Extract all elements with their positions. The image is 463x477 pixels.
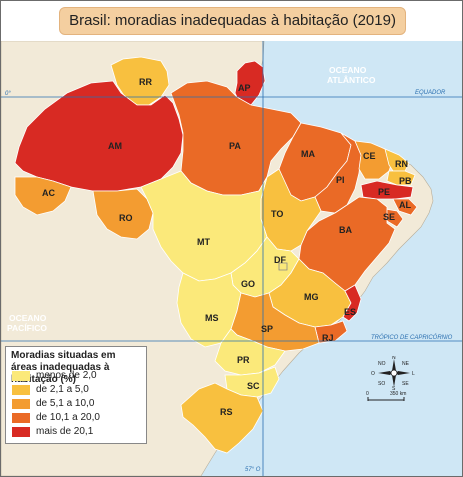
legend-swatch [12,371,30,381]
legend-label: mais de 20,1 [36,426,94,437]
label-mg: MG [304,292,319,302]
svg-text:S: S [392,386,396,390]
pacific-label-1: OCEANO [9,313,47,323]
scale-end: 350 km [390,391,406,397]
legend-label: de 2,1 a 5,0 [36,384,89,395]
title-banner: Brasil: moradias inadequadas à habitação… [59,7,406,35]
label-pb: PB [399,176,412,186]
state-al [392,198,418,216]
map-title: Brasil: moradias inadequadas à habitação… [69,12,396,29]
state-es [342,284,362,322]
svg-text:O: O [371,371,375,377]
legend-swatch [12,399,30,409]
pacific-label-2: PACÍFICO [7,323,47,333]
legend: Moradias situadas em áreas inadequadas à… [5,346,147,444]
svg-text:L: L [412,371,415,377]
legend-swatch [12,385,30,395]
atlantic-label-1: OCEANO [329,65,367,75]
label-pr: PR [237,355,250,365]
label-ap: AP [238,83,251,93]
state-rs [180,382,264,454]
capricorn-label: TRÓPICO DE CAPRICÓRNIO [371,334,453,341]
state-pb [386,170,416,186]
state-ac [14,176,72,216]
label-ma: MA [301,149,315,159]
equator-latitude-label: 0° [5,91,11,97]
state-pr [214,328,286,376]
scale-bar: 0 350 km [366,388,416,406]
scale-bar-graphic: 0 350 km [366,391,406,401]
label-ce: CE [363,151,376,161]
legend-swatch [12,413,30,423]
scale-start: 0 [366,391,369,397]
label-pi: PI [336,175,345,185]
label-am: AM [108,141,122,151]
label-ac: AC [42,188,55,198]
label-ms: MS [205,313,219,323]
compass-rose-icon: N S L O NE NO SE SO [371,356,415,390]
label-go: GO [241,279,255,289]
state-df [278,262,288,271]
title-bar: Brasil: moradias inadequadas à habitação… [1,1,462,41]
label-sp: SP [261,324,273,334]
label-to: TO [271,209,283,219]
state-ro [92,188,154,240]
label-ro: RO [119,213,133,223]
legend-swatch [12,427,30,437]
label-rn: RN [395,159,408,169]
label-se: SE [383,212,395,222]
equator-label: EQUADOR [415,90,446,96]
label-ba: BA [339,225,352,235]
meridian-label: 57° O [245,467,261,473]
label-mt: MT [197,237,210,247]
svg-text:NE: NE [402,361,410,367]
state-ap [234,60,266,106]
label-pe: PE [378,187,390,197]
state-ce [354,140,394,180]
state-ba [298,196,396,292]
label-rj: RJ [322,333,334,343]
svg-text:SO: SO [378,381,385,387]
legend-label: menos de 2,0 [36,370,97,381]
svg-text:SE: SE [402,381,409,387]
label-df: DF [274,255,286,265]
svg-text:NO: NO [378,361,386,367]
label-rr: RR [139,77,152,87]
label-es: ES [344,307,356,317]
legend-label: de 5,1 a 10,0 [36,398,95,409]
label-pa: PA [229,141,241,151]
label-sc: SC [247,381,260,391]
state-pa [170,80,302,196]
legend-label: de 10,1 a 20,0 [36,412,100,423]
label-rs: RS [220,407,233,417]
label-al: AL [399,200,411,210]
atlantic-label-2: ATLÂNTICO [327,74,376,85]
svg-text:N: N [392,356,396,361]
legend-title: Moradias situadas em áreas inadequadas à… [11,350,116,385]
